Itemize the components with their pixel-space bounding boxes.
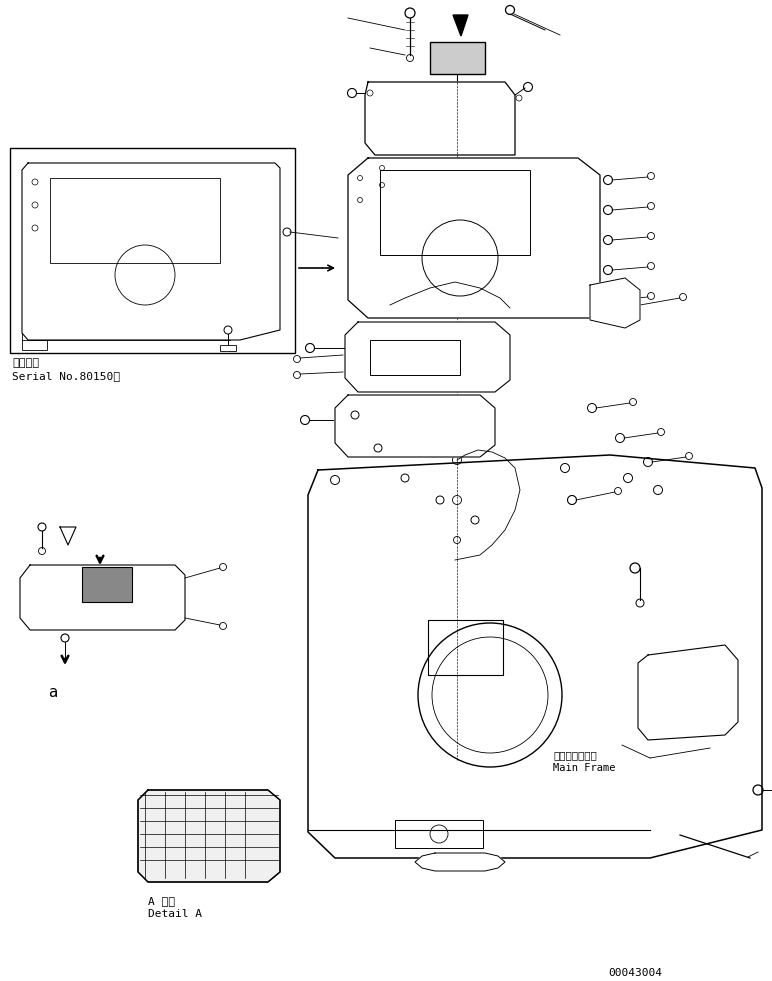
- Polygon shape: [453, 15, 468, 36]
- Text: a: a: [48, 685, 57, 700]
- Polygon shape: [345, 322, 510, 392]
- Bar: [380, 170, 530, 255]
- Text: A 詳細: A 詳細: [148, 896, 175, 906]
- Text: メインフレーム: メインフレーム: [553, 750, 597, 760]
- Bar: [10, 148, 295, 353]
- Text: Serial No.80150〜: Serial No.80150〜: [12, 371, 120, 381]
- Polygon shape: [415, 853, 505, 871]
- Polygon shape: [20, 565, 185, 630]
- Polygon shape: [365, 82, 515, 155]
- Text: Detail A: Detail A: [148, 909, 202, 919]
- Polygon shape: [590, 278, 640, 328]
- Polygon shape: [22, 163, 280, 340]
- Polygon shape: [348, 158, 600, 318]
- Bar: [395, 820, 483, 848]
- Polygon shape: [638, 645, 738, 740]
- Bar: [50, 178, 220, 263]
- Bar: [22, 340, 47, 350]
- Text: 00043004: 00043004: [608, 968, 662, 978]
- Polygon shape: [138, 790, 280, 882]
- Polygon shape: [308, 455, 762, 858]
- Polygon shape: [335, 395, 495, 457]
- Bar: [82, 567, 132, 602]
- Bar: [220, 345, 236, 351]
- Bar: [370, 340, 460, 375]
- Text: Main Frame: Main Frame: [553, 763, 615, 773]
- Text: 適用号機: 適用号機: [12, 358, 39, 368]
- Bar: [430, 42, 485, 74]
- Bar: [428, 620, 503, 675]
